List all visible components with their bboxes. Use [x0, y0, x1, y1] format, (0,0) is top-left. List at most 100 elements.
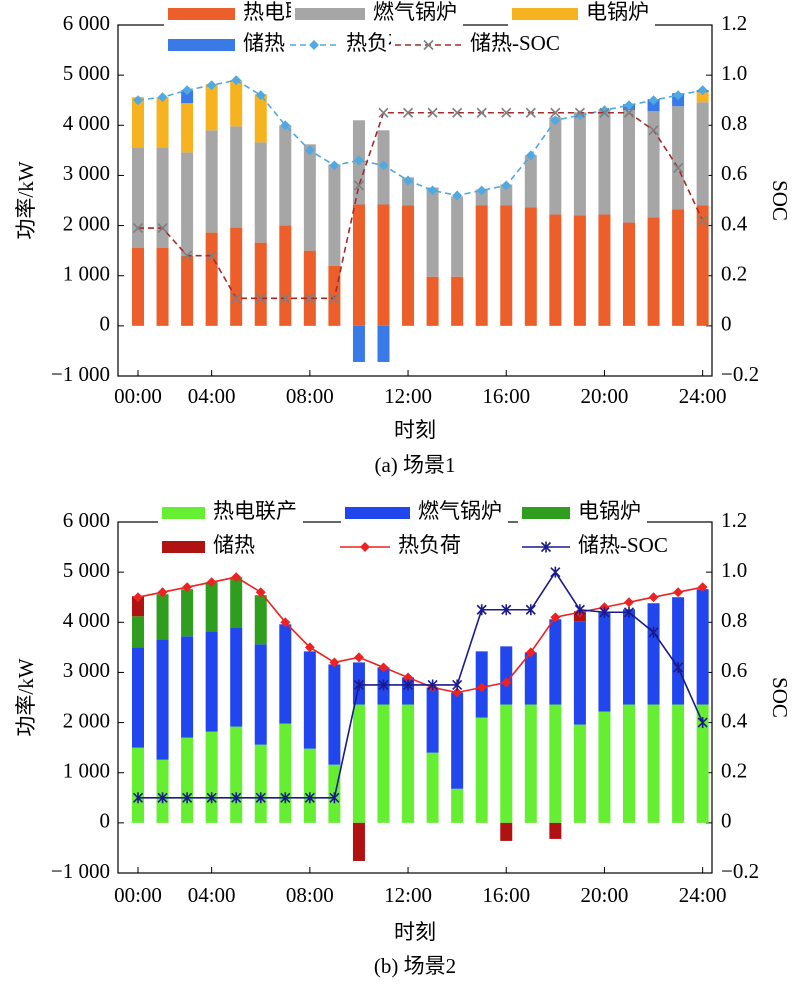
bar: [205, 130, 218, 233]
marker: [673, 90, 684, 101]
marker: [280, 617, 291, 628]
bar: [696, 704, 709, 823]
y-tick-label: 5 000: [63, 558, 110, 582]
marker: [157, 92, 168, 103]
legend-label: 储热-SOC: [578, 533, 668, 557]
bar: [181, 737, 194, 823]
marker: [423, 39, 434, 51]
y-tick-label: 2 000: [63, 211, 110, 235]
marker: [624, 100, 634, 111]
marker: [427, 107, 438, 118]
bar: [230, 726, 243, 823]
caption: (b) 场景2: [374, 954, 456, 978]
bar: [426, 276, 439, 326]
y-tick-label: 5 000: [63, 61, 110, 85]
legend-swatch: [162, 541, 205, 553]
bar: [672, 209, 685, 326]
legend-label: 储热: [213, 533, 255, 557]
marker-stroke: [329, 293, 340, 304]
bar: [303, 651, 316, 749]
marker: [501, 180, 512, 191]
marker: [648, 592, 659, 603]
bar: [230, 577, 243, 628]
marker: [231, 792, 242, 804]
bar: [377, 325, 390, 362]
bar: [623, 110, 635, 223]
bar: [451, 276, 464, 326]
marker: [623, 107, 635, 118]
marker: [304, 792, 315, 804]
bar: [623, 222, 635, 326]
marker: [206, 250, 217, 261]
bar: [549, 117, 562, 215]
marker: [697, 582, 708, 593]
bar: [549, 619, 562, 705]
bar: [696, 589, 709, 705]
bar: [205, 731, 218, 823]
y-tick-label: 4 000: [63, 608, 110, 632]
marker: [452, 190, 463, 201]
y-tick-label: −1 000: [51, 362, 110, 386]
marker: [157, 223, 168, 234]
marker-stroke: [452, 107, 463, 118]
marker-stroke: [231, 293, 242, 304]
bar: [426, 687, 439, 753]
marker: [360, 542, 370, 552]
legend-item: 储热: [158, 533, 261, 560]
bar: [156, 759, 169, 823]
marker: [255, 293, 266, 304]
bar: [181, 636, 194, 738]
marker: [378, 662, 389, 673]
bar: [156, 639, 169, 760]
y-tick-label: 1 000: [63, 759, 110, 783]
legend-label: 电锅炉: [586, 0, 649, 24]
x-tick-label: 24:00: [679, 883, 727, 907]
bar: [451, 692, 464, 789]
bar: [352, 822, 365, 861]
marker: [525, 150, 536, 161]
marker: [501, 604, 512, 616]
marker: [476, 107, 487, 118]
legend-swatch: [168, 8, 235, 20]
marker: [231, 293, 242, 304]
marker-stroke: [623, 107, 635, 118]
legend-item: 电锅炉: [508, 0, 655, 27]
y2-tick-label: 0: [721, 809, 732, 833]
bar: [279, 624, 292, 724]
y2-tick-label: 0: [721, 312, 732, 336]
legend-swatch: [512, 8, 578, 20]
x-tick-label: 20:00: [581, 384, 629, 408]
bar: [181, 589, 194, 637]
line: [137, 576, 703, 694]
marker: [329, 160, 340, 171]
y-tick-label: 2 000: [63, 708, 110, 732]
marker: [623, 606, 635, 618]
legend-item: 电锅炉: [518, 499, 647, 526]
bar: [475, 189, 488, 206]
marker: [697, 717, 708, 729]
marker: [378, 107, 389, 118]
bar: [402, 205, 415, 326]
y-axis-title: 功率/kW: [14, 161, 38, 239]
marker-stroke: [353, 180, 365, 191]
marker-stroke: [206, 250, 217, 261]
marker: [231, 75, 242, 86]
bar: [623, 704, 635, 823]
bar: [303, 250, 316, 326]
y2-tick-label: 1.0: [721, 61, 747, 85]
marker-stroke: [427, 107, 438, 118]
marker: [673, 587, 684, 598]
legend-swatch: [295, 8, 365, 20]
bar: [279, 225, 292, 326]
marker-stroke: [423, 39, 434, 51]
bar: [598, 214, 611, 326]
marker: [452, 687, 463, 698]
bar: [156, 594, 169, 640]
bar: [352, 325, 365, 362]
legend-swatch: [162, 507, 205, 519]
legend-item: 燃气锅炉: [291, 0, 463, 27]
legend-item: 储热: [164, 31, 291, 58]
marker: [427, 185, 438, 196]
